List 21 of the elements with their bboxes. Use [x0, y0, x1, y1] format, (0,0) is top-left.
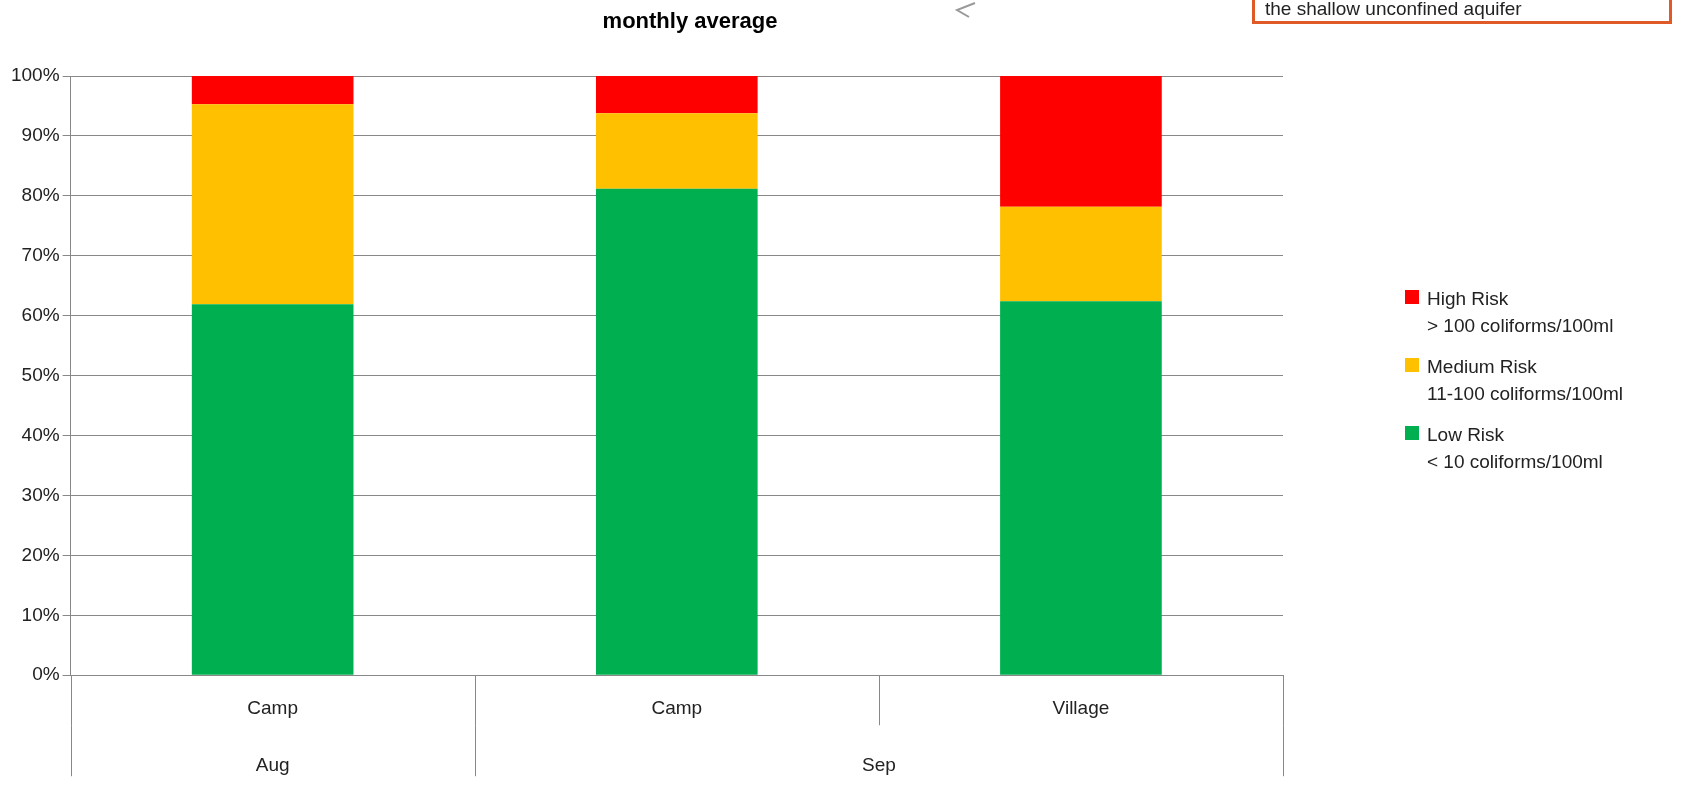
y-tick-label: 40% [21, 423, 60, 445]
legend-label: Medium Risk 11-100 coliforms/100ml [1427, 355, 1624, 406]
x-tick-label: Camp [247, 696, 299, 718]
x-tick-label: Village [1052, 696, 1110, 718]
text: Sep [861, 754, 896, 776]
y-tick-label: 90% [21, 124, 60, 146]
y-tick-label: 100% [10, 64, 60, 86]
y-tick-label: 10% [21, 603, 60, 625]
y-tick-label: 50% [21, 363, 60, 385]
chart-title: monthly average [602, 8, 778, 33]
y-tick-label: 80% [21, 184, 60, 206]
text: Aug [255, 754, 290, 776]
text: the shallow unconfined aquifer [1252, 0, 1672, 24]
y-tick-label: 30% [21, 483, 60, 505]
y-tick-label: 20% [21, 543, 60, 565]
x-tick-label: Camp [651, 696, 703, 718]
y-tick-label: 60% [21, 303, 60, 325]
y-tick-label: 0% [32, 663, 60, 685]
legend-label: Low Risk < 10 coliforms/100ml [1427, 423, 1603, 474]
y-tick-label: 70% [21, 243, 60, 265]
legend-label: High Risk > 100 coliforms/100ml [1427, 287, 1614, 338]
